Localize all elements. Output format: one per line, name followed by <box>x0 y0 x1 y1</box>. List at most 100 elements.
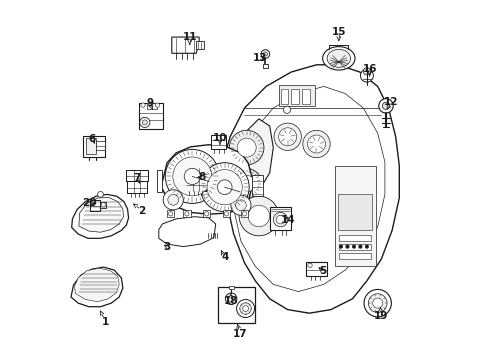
Bar <box>203 210 210 217</box>
Bar <box>146 103 157 109</box>
Bar <box>269 207 291 230</box>
Text: 6: 6 <box>88 134 96 144</box>
Bar <box>218 287 255 323</box>
Polygon shape <box>223 65 399 313</box>
Ellipse shape <box>326 49 350 67</box>
Text: 11: 11 <box>182 32 197 42</box>
Circle shape <box>345 245 348 248</box>
Bar <box>96 141 104 150</box>
Circle shape <box>230 195 250 215</box>
Polygon shape <box>79 197 123 232</box>
Text: 7: 7 <box>133 173 140 183</box>
Polygon shape <box>171 37 199 53</box>
Text: 5: 5 <box>319 266 326 276</box>
Circle shape <box>142 120 147 125</box>
Circle shape <box>273 123 301 150</box>
Circle shape <box>247 205 269 227</box>
Circle shape <box>168 212 172 216</box>
Circle shape <box>224 212 228 216</box>
Circle shape <box>261 50 269 58</box>
Circle shape <box>200 163 249 212</box>
Bar <box>228 286 234 289</box>
Circle shape <box>235 200 246 211</box>
Text: 16: 16 <box>362 64 376 74</box>
Bar <box>196 41 204 49</box>
Bar <box>127 181 147 193</box>
Bar <box>210 135 226 149</box>
Circle shape <box>141 103 145 107</box>
Text: 1: 1 <box>102 317 109 327</box>
Circle shape <box>238 175 254 192</box>
Polygon shape <box>159 217 215 247</box>
Text: 9: 9 <box>146 98 153 108</box>
Circle shape <box>155 103 159 107</box>
Polygon shape <box>72 194 128 238</box>
Polygon shape <box>71 267 122 307</box>
Text: 13: 13 <box>252 53 266 63</box>
Circle shape <box>278 128 296 146</box>
Circle shape <box>225 293 237 305</box>
Circle shape <box>378 99 392 113</box>
Circle shape <box>239 303 251 314</box>
Circle shape <box>163 190 183 210</box>
Bar <box>338 244 370 250</box>
Text: 2: 2 <box>138 206 145 216</box>
Circle shape <box>98 192 103 197</box>
Bar <box>302 89 309 104</box>
Bar <box>337 194 371 230</box>
Bar <box>185 168 206 179</box>
Bar <box>101 202 106 208</box>
Circle shape <box>367 294 386 312</box>
Text: 14: 14 <box>281 215 295 225</box>
Circle shape <box>167 194 178 205</box>
Circle shape <box>363 289 390 317</box>
Circle shape <box>307 263 311 267</box>
Circle shape <box>273 212 287 227</box>
Bar <box>338 235 370 241</box>
Circle shape <box>372 298 382 308</box>
Circle shape <box>101 203 105 207</box>
Bar <box>83 136 104 157</box>
Circle shape <box>229 130 264 165</box>
Text: 20: 20 <box>81 198 96 208</box>
Circle shape <box>204 212 208 216</box>
Text: 15: 15 <box>331 27 346 37</box>
Bar <box>306 262 326 276</box>
Bar <box>86 138 96 154</box>
Bar <box>167 210 174 217</box>
Bar <box>334 166 375 266</box>
Circle shape <box>206 170 242 205</box>
Text: 18: 18 <box>223 296 238 306</box>
Circle shape <box>236 300 254 318</box>
Bar <box>338 253 370 259</box>
Circle shape <box>302 130 329 158</box>
Circle shape <box>360 69 373 82</box>
Circle shape <box>239 196 278 236</box>
Bar <box>241 210 247 217</box>
Circle shape <box>237 138 256 157</box>
Circle shape <box>184 212 189 216</box>
Circle shape <box>140 117 149 127</box>
Polygon shape <box>162 145 251 214</box>
Circle shape <box>382 102 389 109</box>
Polygon shape <box>230 119 273 202</box>
Circle shape <box>184 168 200 184</box>
Circle shape <box>351 245 355 248</box>
Bar <box>126 170 148 181</box>
Circle shape <box>172 157 211 196</box>
Circle shape <box>231 168 261 199</box>
Bar <box>251 175 262 196</box>
Text: 10: 10 <box>212 132 227 143</box>
Text: 3: 3 <box>163 242 170 252</box>
Bar <box>223 210 230 217</box>
Bar <box>278 85 314 106</box>
Bar <box>185 179 205 191</box>
Circle shape <box>365 245 368 248</box>
Circle shape <box>242 306 248 311</box>
Circle shape <box>283 106 290 113</box>
Bar <box>262 64 268 68</box>
Bar <box>90 200 101 211</box>
Bar <box>291 89 299 104</box>
Polygon shape <box>157 170 162 192</box>
Circle shape <box>363 68 370 75</box>
